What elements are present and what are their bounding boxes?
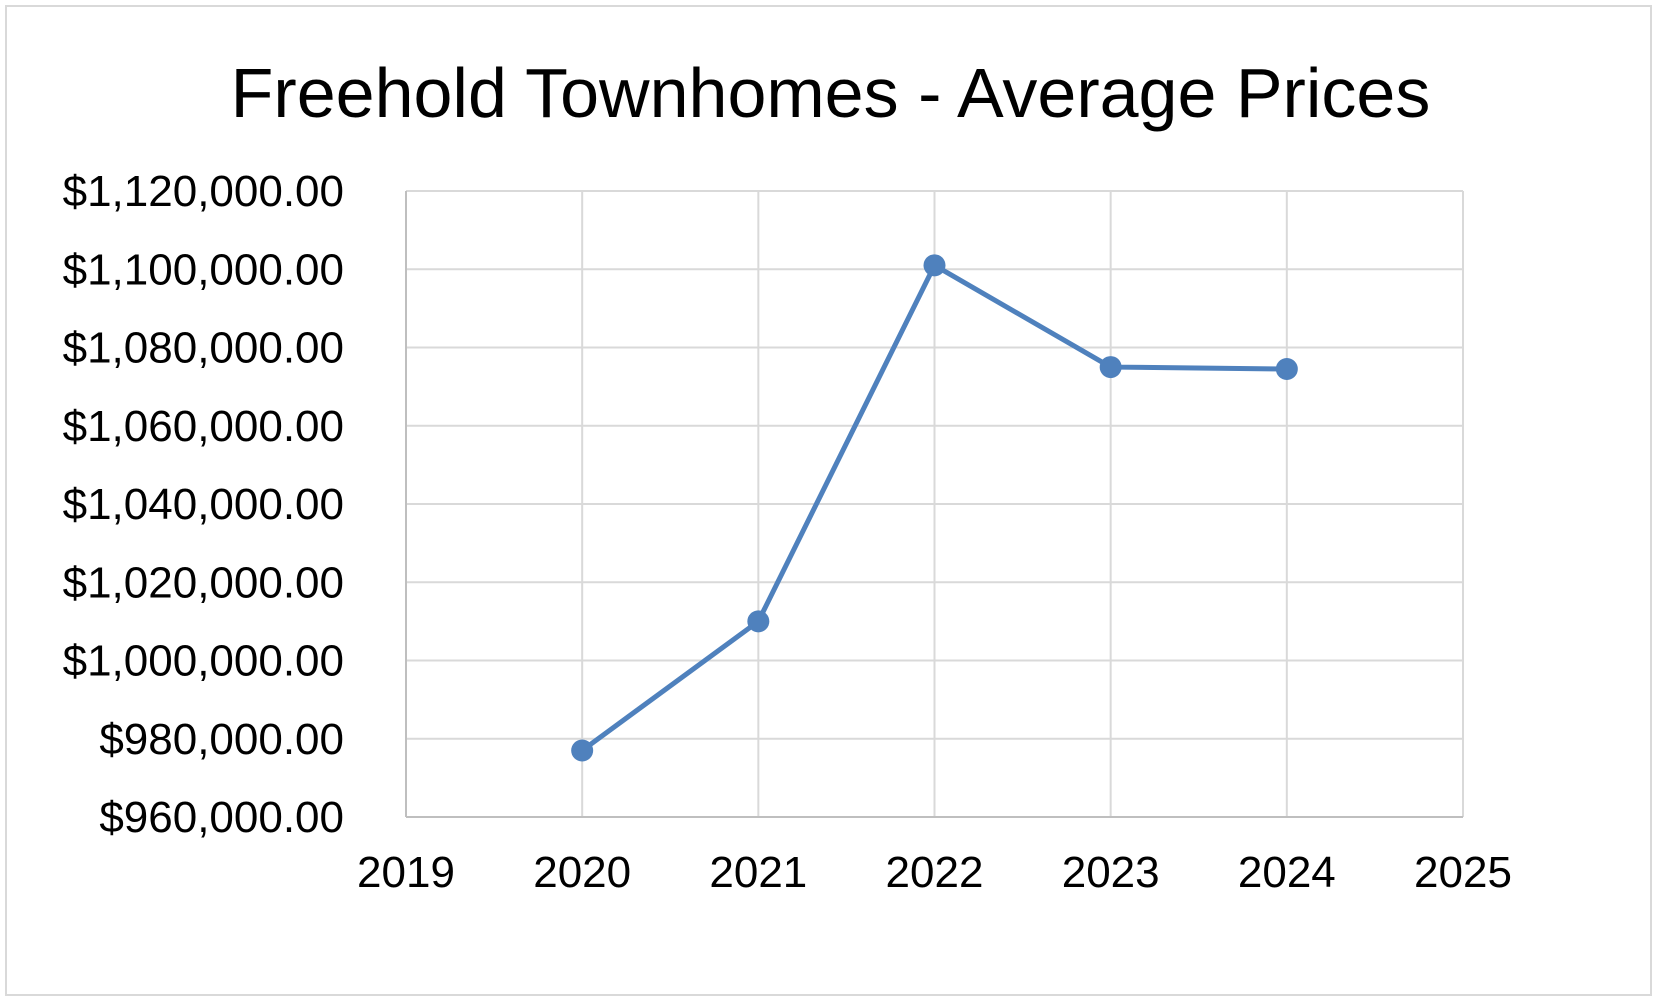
y-tick-labels: $960,000.00 $980,000.00 $1,000,000.00 $1,02… — [63, 167, 344, 842]
x-tick-label: 2019 — [357, 848, 455, 897]
y-tick-label: $980,000.00 — [99, 715, 344, 764]
x-tick-label: 2025 — [1414, 848, 1512, 897]
y-tick-label: $1,000,000.00 — [63, 637, 344, 686]
chart-frame: Freehold Townhomes - Average Prices 2019… — [5, 5, 1652, 996]
y-tick-label: $1,040,000.00 — [63, 480, 344, 529]
y-tick-label: $1,020,000.00 — [63, 558, 344, 607]
x-tick-labels: 2019 2020 2021 2022 2023 2024 2025 — [357, 848, 1512, 897]
x-tick-label: 2021 — [709, 848, 807, 897]
data-point-2023 — [1099, 356, 1122, 379]
data-point-2020 — [571, 739, 594, 762]
series-group — [571, 254, 1298, 762]
y-tick-label: $1,120,000.00 — [63, 167, 344, 216]
plot-area: 2019 2020 2021 2022 2023 2024 2025 $960,000.00… — [63, 167, 1512, 897]
y-tick-label: $1,100,000.00 — [63, 245, 344, 294]
x-tick-label: 2020 — [533, 848, 631, 897]
data-point-2021 — [747, 610, 770, 633]
y-tick-label: $1,060,000.00 — [63, 402, 344, 451]
chart-title: Freehold Townhomes - Average Prices — [230, 54, 1431, 132]
axes — [405, 191, 1463, 818]
x-tick-label: 2024 — [1238, 848, 1336, 897]
data-point-2024 — [1275, 358, 1298, 381]
y-tick-label: $1,080,000.00 — [63, 324, 344, 373]
x-tick-label: 2022 — [886, 848, 984, 897]
y-tick-label: $960,000.00 — [99, 793, 344, 842]
x-tick-label: 2023 — [1062, 848, 1160, 897]
data-point-2022 — [923, 254, 946, 277]
